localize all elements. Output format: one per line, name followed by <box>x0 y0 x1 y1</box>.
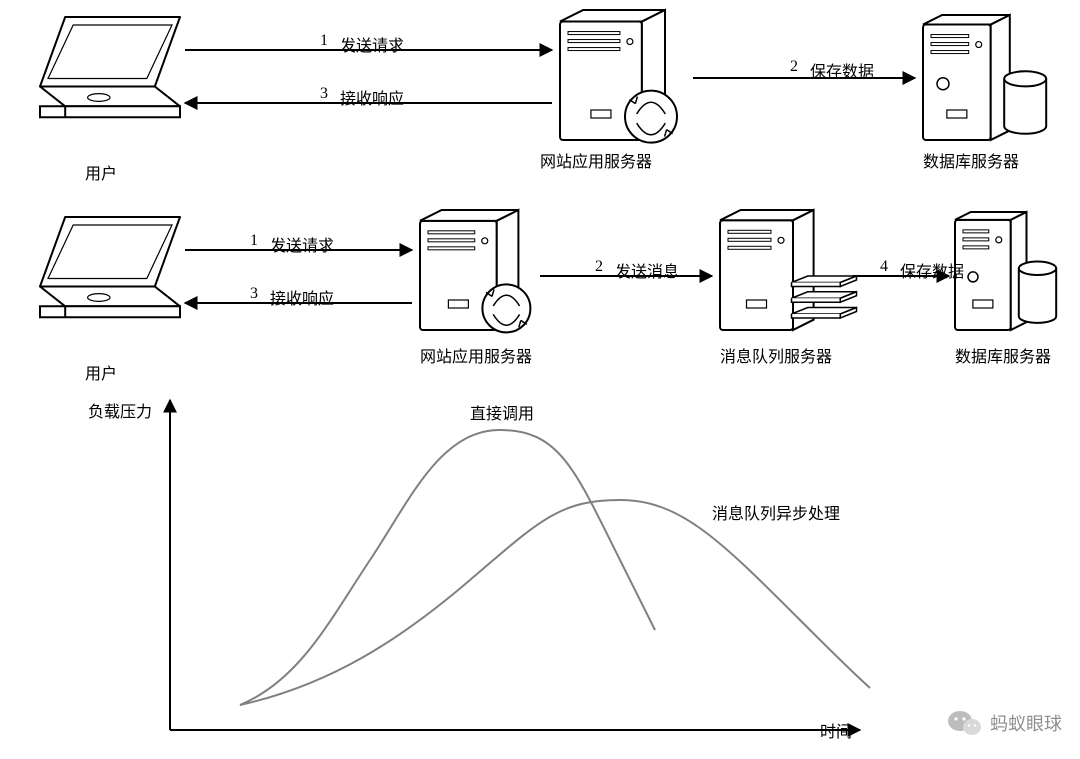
row1-e1-num: 1 <box>320 32 328 50</box>
db-cylinder-icon <box>1004 71 1046 133</box>
row2-e1-num: 1 <box>250 232 258 250</box>
watermark: 蚂蚁眼球 <box>948 709 1062 737</box>
row2-e2-num: 2 <box>595 258 603 276</box>
row2-e4-text: 保存数据 <box>900 258 964 282</box>
row1-dbserver-label: 数据库服务器 <box>923 148 1019 172</box>
chart-x-label: 时间 <box>820 718 852 742</box>
row1-e3-text: 接收响应 <box>340 85 404 109</box>
watermark-text: 蚂蚁眼球 <box>990 710 1062 736</box>
chart-curve1-label: 直接调用 <box>470 400 534 424</box>
chart-curve2-label: 消息队列异步处理 <box>712 500 840 524</box>
row1-appserver-label: 网站应用服务器 <box>540 148 652 172</box>
row2-mqserver-label: 消息队列服务器 <box>720 343 832 367</box>
chart-y-label: 负载压力 <box>88 398 152 422</box>
row2-user-label: 用户 <box>85 360 117 384</box>
row1-e1-text: 发送请求 <box>340 32 404 56</box>
laptop-icon <box>40 217 180 317</box>
globe-icon <box>625 91 677 143</box>
laptop-icon <box>40 17 180 117</box>
globe-icon <box>482 284 530 332</box>
diagram-stage: 用户 网站应用服务器 数据库服务器 1 发送请求 3 接收响应 2 保存数据 用… <box>0 0 1080 759</box>
row2-e2-text: 发送消息 <box>615 258 679 282</box>
tray-icon <box>792 276 857 318</box>
server-icon <box>955 212 1027 330</box>
row2-dbserver-label: 数据库服务器 <box>955 343 1051 367</box>
row2-e4-num: 4 <box>880 258 888 276</box>
row2-appserver-label: 网站应用服务器 <box>420 343 532 367</box>
server-icon <box>923 15 1010 140</box>
wechat-icon <box>948 709 982 737</box>
db-cylinder-icon <box>1019 262 1056 323</box>
diagram-svg <box>0 0 1080 759</box>
row1-e3-num: 3 <box>320 85 328 103</box>
row2-e3-num: 3 <box>250 285 258 303</box>
row1-e2-num: 2 <box>790 58 798 76</box>
row2-e1-text: 发送请求 <box>270 232 334 256</box>
row2-e3-text: 接收响应 <box>270 285 334 309</box>
row1-e2-text: 保存数据 <box>810 58 874 82</box>
row1-user-label: 用户 <box>85 160 117 184</box>
